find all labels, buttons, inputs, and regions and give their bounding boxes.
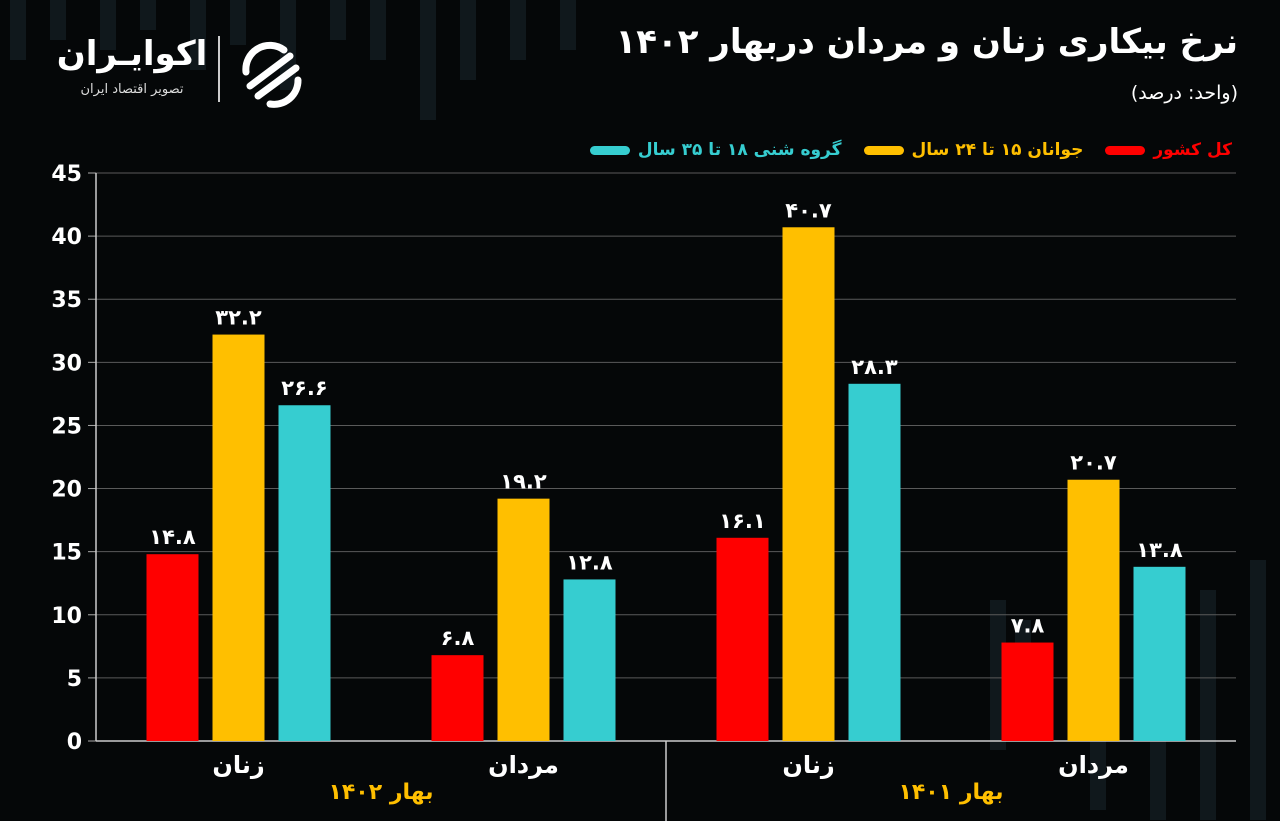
- unit-label: (واحد: درصد): [1130, 82, 1238, 104]
- bar-youth: [497, 498, 550, 741]
- logo-tagline: تصویر اقتصاد ایران: [80, 82, 184, 97]
- background-candle: [50, 0, 66, 40]
- background-candle: [1250, 560, 1266, 820]
- legend-label-national: کل کشور: [1153, 140, 1232, 160]
- y-tick-label: 0: [67, 730, 82, 755]
- bar-national: [716, 537, 769, 741]
- data-label-youth: ۲۰.۷: [1070, 451, 1117, 475]
- chart-title: نرخ بیکاری زنان و مردان دربهار ۱۴۰۲: [615, 22, 1238, 62]
- legend-item-educated: گروه شنی ۱۸ تا ۳۵ سال: [589, 140, 842, 160]
- y-tick-label: 15: [51, 541, 82, 566]
- background-candle: [190, 0, 206, 70]
- y-tick-label: 40: [51, 225, 82, 250]
- background-candle: [560, 0, 576, 50]
- data-label-national: ۶.۸: [441, 626, 475, 650]
- data-label-youth: ۴۰.۷: [785, 198, 832, 222]
- y-tick-label: 20: [51, 478, 82, 503]
- bar-youth: [212, 334, 265, 741]
- legend-swatch-youth: [863, 145, 904, 155]
- legend-item-youth: جوانان ۱۵ تا ۲۴ سال: [863, 140, 1084, 160]
- data-label-educated: ۱۳.۸: [1136, 538, 1183, 562]
- bar-youth: [782, 227, 835, 741]
- background-candle: [100, 0, 116, 50]
- x-category-label: مردان: [488, 751, 559, 779]
- group-label: بهار ۱۴۰۲: [328, 780, 433, 805]
- x-category-label: مردان: [1058, 751, 1129, 779]
- logo-name: اکوایـران: [56, 34, 208, 74]
- y-tick-label: 25: [51, 414, 82, 439]
- bar-national: [1001, 642, 1054, 741]
- bar-educated: [563, 579, 616, 741]
- y-tick-label: 5: [67, 667, 82, 692]
- legend-label-educated: گروه شنی ۱۸ تا ۳۵ سال: [637, 140, 842, 160]
- background-candle: [1200, 590, 1216, 820]
- background-candle: [420, 0, 436, 120]
- data-label-national: ۱۶.۱: [719, 509, 765, 533]
- bar-educated: [848, 383, 901, 741]
- bar-youth: [1067, 479, 1120, 741]
- y-tick-label: 45: [51, 162, 82, 187]
- data-label-national: ۷.۸: [1011, 614, 1045, 638]
- background-candle: [230, 0, 246, 45]
- legend-label-youth: جوانان ۱۵ تا ۲۴ سال: [911, 140, 1084, 160]
- background-candle: [140, 0, 156, 30]
- background-candle: [460, 0, 476, 80]
- y-tick-label: 10: [51, 604, 82, 629]
- legend-item-national: کل کشور: [1105, 140, 1232, 160]
- data-label-youth: ۳۲.۲: [215, 306, 262, 330]
- data-label-educated: ۲۸.۳: [851, 355, 898, 379]
- legend-swatch-national: [1105, 145, 1146, 155]
- logo-divider: [218, 36, 220, 102]
- data-label-educated: ۱۲.۸: [566, 550, 613, 574]
- bar-national: [146, 554, 199, 741]
- background-candle: [330, 0, 346, 40]
- bar-national: [431, 655, 484, 741]
- legend: گروه شنی ۱۸ تا ۳۵ سال جوانان ۱۵ تا ۲۴ سا…: [589, 140, 1232, 160]
- data-label-national: ۱۴.۸: [149, 525, 196, 549]
- legend-swatch-educated: [589, 145, 630, 155]
- background-candle: [510, 0, 526, 60]
- data-label-youth: ۱۹.۲: [500, 470, 547, 494]
- bar-educated: [278, 405, 331, 741]
- x-category-label: زنان: [782, 751, 834, 779]
- background-candle: [10, 0, 26, 60]
- ekoiran-logo-icon: [242, 41, 302, 108]
- data-label-educated: ۲۶.۶: [281, 376, 327, 400]
- y-tick-label: 30: [51, 351, 82, 376]
- background-candle: [370, 0, 386, 60]
- group-label: بهار ۱۴۰۱: [898, 780, 1003, 805]
- x-category-label: زنان: [212, 751, 264, 779]
- logo: اکوایـران تصویر اقتصاد ایران: [52, 30, 322, 110]
- bar-educated: [1133, 566, 1186, 741]
- y-tick-label: 35: [51, 288, 82, 313]
